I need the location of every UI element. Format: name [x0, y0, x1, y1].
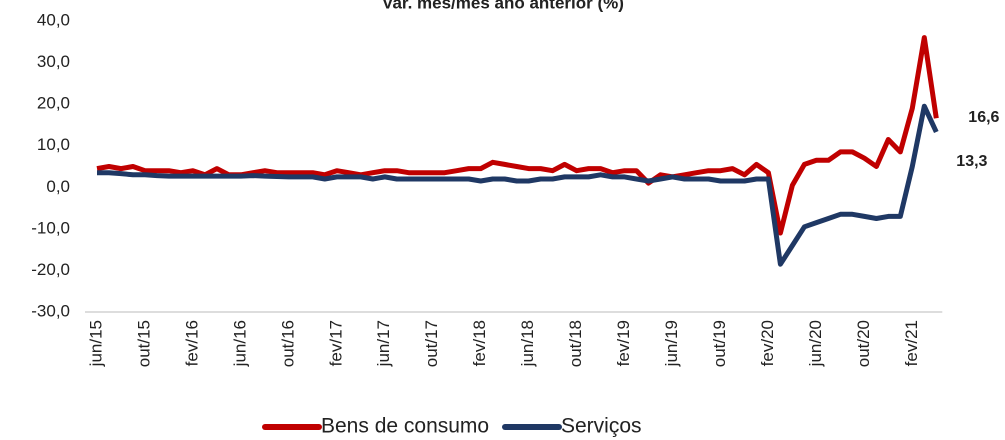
series-line: [97, 103, 939, 267]
x-tick-label: out/19: [710, 320, 729, 367]
series-line: [96, 35, 939, 236]
x-tick-label: fev/18: [470, 320, 489, 366]
x-tick-label: out/18: [566, 320, 585, 367]
legend-label: Bens de consumo: [321, 415, 489, 438]
x-tick-label: out/17: [422, 320, 441, 367]
x-tick-label: out/20: [854, 320, 873, 367]
x-tick-label: jun/19: [662, 320, 681, 367]
y-tick-label: -30,0: [31, 301, 70, 320]
x-tick-label: jun/16: [230, 320, 249, 367]
legend-label: Serviços: [561, 415, 642, 438]
y-tick-label: 40,0: [37, 10, 70, 29]
y-tick-label: 0,0: [46, 177, 70, 196]
value-label: 16,6: [968, 109, 999, 126]
x-tick-label: jun/18: [518, 320, 537, 367]
x-tick-label: fev/20: [758, 320, 777, 366]
value-label: 13,3: [956, 153, 987, 170]
x-tick-label: fev/21: [902, 320, 921, 366]
x-tick-label: out/15: [134, 320, 153, 367]
y-tick-label: -10,0: [31, 218, 70, 237]
x-tick-label: out/16: [278, 320, 297, 367]
x-tick-label: jun/17: [374, 320, 393, 367]
y-tick-label: 20,0: [37, 94, 70, 113]
y-tick-label: -20,0: [31, 260, 70, 279]
y-tick-label: 10,0: [37, 135, 70, 154]
x-tick-label: fev/19: [614, 320, 633, 366]
x-tick-label: fev/17: [326, 320, 345, 366]
x-tick-label: fev/16: [182, 320, 201, 366]
x-tick-label: jun/15: [86, 320, 105, 367]
x-tick-label: jun/20: [806, 320, 825, 367]
y-tick-label: 30,0: [37, 52, 70, 71]
chart-title: Var. mes/mes ano anterior (%): [382, 0, 624, 12]
